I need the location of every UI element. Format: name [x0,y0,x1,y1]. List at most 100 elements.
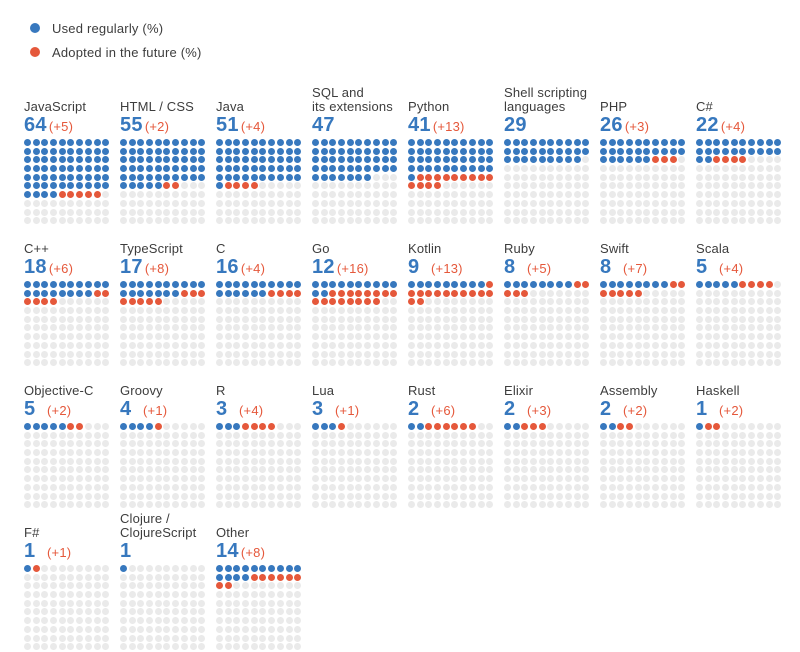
used-value: 47 [312,114,335,136]
waffle-dot-empty [582,359,590,367]
waffle-dot-empty [76,217,84,225]
waffle-dot-empty [268,591,276,599]
waffle-dot-empty [608,333,616,341]
waffle-dot-empty [564,501,572,509]
waffle-dot-empty [756,359,764,367]
waffle-dot-empty [76,466,84,474]
waffle-dot-empty [50,617,58,625]
waffle-dot-empty [163,457,171,465]
waffle-dot-empty [137,643,145,651]
waffle-dot-empty [224,608,232,616]
waffle-dot-empty [556,341,564,349]
waffle-dot-empty [180,191,188,199]
waffle-dot-empty [154,457,162,465]
waffle-dot-used [460,156,468,164]
waffle-dot-empty [660,307,668,315]
waffle-dot-empty [748,324,756,332]
waffle-dot-used [120,156,127,164]
waffle-grid [216,281,312,367]
waffle-dot-empty [163,599,171,607]
waffle-dot-empty [704,440,712,448]
waffle-dot-used [276,139,284,146]
waffle-dot-used [547,139,555,146]
waffle-dot-empty [617,333,625,341]
waffle-dot-empty [434,350,442,358]
waffle-dot-used [180,139,188,146]
waffle-dot-empty [128,475,136,483]
waffle-dot-adopted [93,289,101,297]
waffle-dot-empty [660,289,668,297]
waffle-dot-empty [652,440,660,448]
waffle-grid [216,423,312,509]
waffle-dot-empty [660,173,668,181]
waffle-dot-empty [102,298,110,306]
waffle-dot-empty [137,440,145,448]
waffle-dot-empty [93,359,101,367]
waffle-dot-empty [355,350,363,358]
waffle-dot-used [67,147,75,155]
waffle-dot-empty [460,191,468,199]
waffle-dot-empty [573,440,581,448]
waffle-dot-empty [381,457,389,465]
waffle-dot-empty [530,208,538,216]
waffle-dot-used [198,147,206,155]
waffle-dot-empty [93,643,101,651]
waffle-dot-empty [713,182,721,190]
waffle-dot-adopted [442,289,450,297]
waffle-dot-used [442,281,450,288]
waffle-dot-used [189,281,197,288]
waffle-dot-empty [582,457,590,465]
waffle-dot-empty [285,307,293,315]
waffle-dot-empty [626,440,634,448]
waffle-dot-used [216,565,223,572]
waffle-dot-used [259,156,267,164]
waffle-dot-empty [669,341,677,349]
waffle-dot-empty [259,217,267,225]
waffle-dot-empty [582,315,590,323]
waffle-dot-used [372,281,380,288]
waffle-dot-empty [617,208,625,216]
waffle-dot-used [564,139,572,146]
waffle-dot-used [338,173,346,181]
waffle-dot-empty [84,466,92,474]
waffle-dot-used [242,573,250,581]
waffle-dot-used [76,139,84,146]
waffle-dot-empty [608,440,616,448]
waffle-dot-empty [521,449,529,457]
waffle-dot-empty [76,475,84,483]
waffle-dot-empty [538,333,546,341]
waffle-dot-used [102,182,110,190]
waffle-dot-empty [696,483,703,491]
waffle-dot-empty [748,156,756,164]
waffle-dot-used [137,147,145,155]
waffle-dot-empty [242,591,250,599]
waffle-dot-empty [626,359,634,367]
waffle-dot-used [32,173,40,181]
waffle-dot-empty [268,350,276,358]
waffle-dot-used [722,281,730,288]
waffle-dot-empty [84,625,92,633]
waffle-dot-used [434,281,442,288]
waffle-dot-used [146,173,154,181]
waffle-dot-empty [137,617,145,625]
waffle-dot-empty [180,359,188,367]
waffle-dot-empty [600,333,607,341]
waffle-dot-used [189,165,197,173]
waffle-dot-empty [756,315,764,323]
waffle-dot-empty [408,431,415,439]
waffle-dot-used [346,281,354,288]
waffle-dot-used [41,173,49,181]
waffle-dot-used [154,173,162,181]
waffle-dot-empty [172,573,180,581]
waffle-dot-empty [468,315,476,323]
language-chart-c: C 16 (+4) [216,226,312,368]
waffle-dot-empty [460,324,468,332]
waffle-dot-empty [390,359,398,367]
waffle-dot-used [67,139,75,146]
waffle-dot-used [477,165,485,173]
waffle-dot-empty [425,307,433,315]
waffle-dot-empty [626,191,634,199]
waffle-dot-used [748,139,756,146]
waffle-dot-used [24,156,31,164]
waffle-dot-empty [102,350,110,358]
